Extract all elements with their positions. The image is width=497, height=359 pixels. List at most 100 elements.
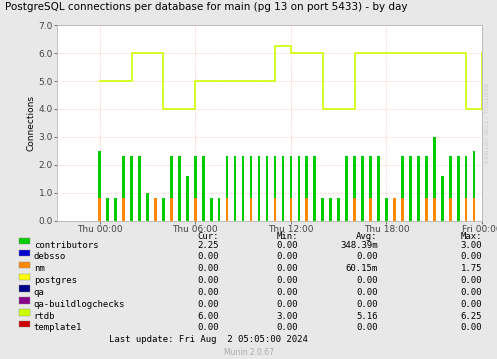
Bar [361,157,364,221]
Bar [409,157,412,221]
Text: 6.25: 6.25 [461,312,482,321]
Text: 2.25: 2.25 [197,241,219,250]
Bar [369,157,372,221]
Bar [306,157,308,221]
Bar [314,157,316,221]
Text: 0.00: 0.00 [197,300,219,309]
Text: debsso: debsso [34,252,66,261]
Text: 0.00: 0.00 [461,300,482,309]
Bar [170,157,172,221]
Bar [194,199,197,221]
Bar [457,157,460,221]
Bar [249,199,252,221]
Bar [345,157,348,221]
Text: 0.00: 0.00 [277,264,298,273]
Bar [473,199,476,221]
Text: 0.00: 0.00 [461,288,482,297]
Text: 0.00: 0.00 [197,323,219,332]
Text: RRDTOOL / TOBI OETIKER: RRDTOOL / TOBI OETIKER [483,83,488,163]
Bar [353,199,356,221]
Bar [377,157,380,221]
Bar [441,176,444,221]
Bar [226,199,229,221]
Text: 0.00: 0.00 [461,276,482,285]
Bar [282,157,284,221]
Text: 1.75: 1.75 [461,264,482,273]
Bar [218,199,221,221]
Bar [242,157,245,221]
Bar [130,157,133,221]
Bar [265,157,268,221]
Bar [122,199,125,221]
Text: PostgreSQL connections per database for main (pg 13 on port 5433) - by day: PostgreSQL connections per database for … [5,2,408,12]
Bar [322,199,324,221]
Text: 0.00: 0.00 [356,276,378,285]
Bar [425,157,427,221]
Bar [433,137,435,221]
Bar [170,199,172,221]
Bar [393,199,396,221]
Bar [122,157,125,221]
Bar [290,199,292,221]
Text: 0.00: 0.00 [461,252,482,261]
Text: 6.00: 6.00 [197,312,219,321]
Bar [274,157,276,221]
Text: 60.15m: 60.15m [345,264,378,273]
Bar [162,199,165,221]
Text: Avg:: Avg: [356,232,378,241]
Text: 0.00: 0.00 [461,323,482,332]
Bar [385,199,388,221]
Bar [210,199,213,221]
Bar [465,157,468,221]
Bar [114,199,117,221]
Text: 5.16: 5.16 [356,312,378,321]
Text: 0.00: 0.00 [197,264,219,273]
Bar [146,193,149,221]
Bar [194,157,197,221]
Text: template1: template1 [34,323,82,332]
Bar [138,157,141,221]
Bar [257,157,260,221]
Bar [449,157,452,221]
Bar [465,199,468,221]
Bar [401,199,404,221]
Text: Cur:: Cur: [197,232,219,241]
Text: 348.39m: 348.39m [340,241,378,250]
Text: 0.00: 0.00 [277,241,298,250]
Bar [98,151,101,221]
Text: 0.00: 0.00 [356,288,378,297]
Bar [417,157,419,221]
Bar [226,157,229,221]
Text: 0.00: 0.00 [277,288,298,297]
Bar [401,157,404,221]
Text: 0.00: 0.00 [197,276,219,285]
Text: 3.00: 3.00 [461,241,482,250]
Text: 0.00: 0.00 [356,323,378,332]
Text: qa: qa [34,288,45,297]
Bar [178,157,180,221]
Text: postgres: postgres [34,276,77,285]
Bar [393,199,396,221]
Bar [473,151,476,221]
Text: 0.00: 0.00 [277,276,298,285]
Bar [298,157,300,221]
Bar [186,176,189,221]
Bar [369,199,372,221]
Text: contributors: contributors [34,241,98,250]
Bar [249,157,252,221]
Bar [290,157,292,221]
Bar [154,199,157,221]
Text: 3.00: 3.00 [277,312,298,321]
Text: 0.00: 0.00 [277,300,298,309]
Text: 0.00: 0.00 [197,288,219,297]
Bar [353,157,356,221]
Text: 0.00: 0.00 [197,252,219,261]
Bar [154,199,157,221]
Text: 0.00: 0.00 [277,252,298,261]
Text: qa-buildlogchecks: qa-buildlogchecks [34,300,125,309]
Bar [202,157,205,221]
Text: Max:: Max: [461,232,482,241]
Bar [306,199,308,221]
Bar [330,199,332,221]
Y-axis label: Connections: Connections [27,95,36,151]
